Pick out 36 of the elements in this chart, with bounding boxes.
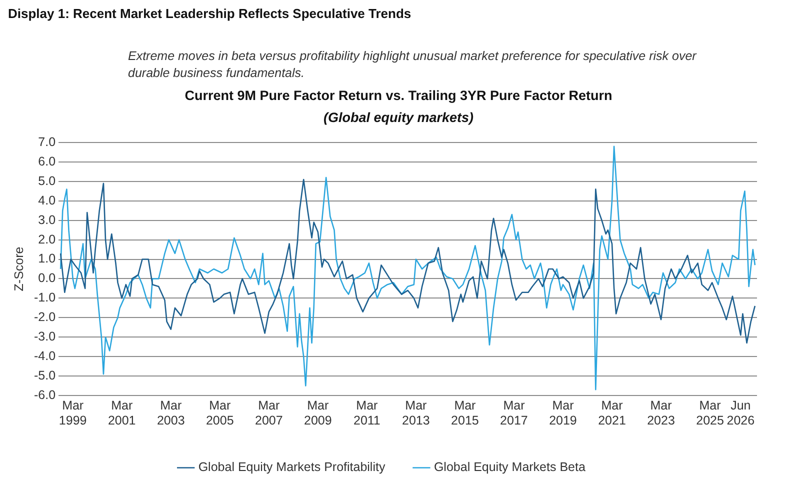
y-tick-label: -6.0 bbox=[34, 388, 56, 402]
x-tick-label: Mar 2023 bbox=[647, 398, 675, 428]
y-tick-label: 0.0 bbox=[38, 271, 56, 286]
y-tick-label: 2.0 bbox=[38, 232, 56, 246]
y-tick-label: 6.0 bbox=[38, 154, 56, 168]
y-tick-label: 1.0 bbox=[38, 252, 56, 266]
legend-label: Global Equity Markets Profitability bbox=[198, 460, 386, 474]
y-tick-label: -2.0 bbox=[34, 310, 56, 324]
y-tick-label: 5.0 bbox=[38, 174, 56, 188]
x-tick-label: Mar 2015 bbox=[451, 398, 479, 428]
y-axis-title: Z-Score bbox=[12, 246, 26, 292]
x-tick-label: Mar 2025 bbox=[696, 398, 724, 428]
x-tick-label: Mar 2009 bbox=[304, 398, 332, 428]
legend-label: Global Equity Markets Beta bbox=[434, 460, 586, 474]
x-tick-label: Mar 1999 bbox=[58, 398, 87, 428]
y-tick-label: 7.0 bbox=[38, 134, 56, 149]
x-tick-label: Mar 2005 bbox=[206, 398, 234, 428]
chart-title: Display 1: Recent Market Leadership Reflects Speculative Trends bbox=[8, 6, 412, 21]
text: (Global equity markets) bbox=[322, 110, 475, 125]
x-tick-label: Jun 2026 bbox=[726, 398, 755, 428]
y-tick-label: -3.0 bbox=[34, 330, 56, 344]
y-tick-label: -1.0 bbox=[34, 290, 56, 305]
text: Extreme moves in beta versus profitability highlight unusual market preference for speculative risk over durable business fundamentals. bbox=[127, 48, 698, 82]
x-tick-label: Mar 2003 bbox=[156, 398, 185, 428]
y-tick-label: 4.0 bbox=[38, 193, 56, 208]
x-tick-label: Mar 2013 bbox=[402, 398, 430, 428]
chart-subtitle: Current 9M Pure Factor Return vs. Trailing 3YR Pure Factor Return bbox=[184, 88, 614, 103]
x-tick-label: Mar 2011 bbox=[353, 398, 380, 428]
x-tick-label: Mar 2021 bbox=[598, 398, 626, 428]
y-tick-label: 3.0 bbox=[38, 212, 56, 227]
x-tick-label: Mar 2019 bbox=[549, 398, 577, 428]
x-tick-label: Mar 2001 bbox=[108, 398, 136, 428]
y-tick-label: -5.0 bbox=[34, 368, 56, 382]
y-tick-label: -4.0 bbox=[34, 349, 56, 364]
x-tick-label: Mar 2007 bbox=[254, 398, 283, 428]
x-tick-label: Mar 2017 bbox=[500, 398, 528, 428]
